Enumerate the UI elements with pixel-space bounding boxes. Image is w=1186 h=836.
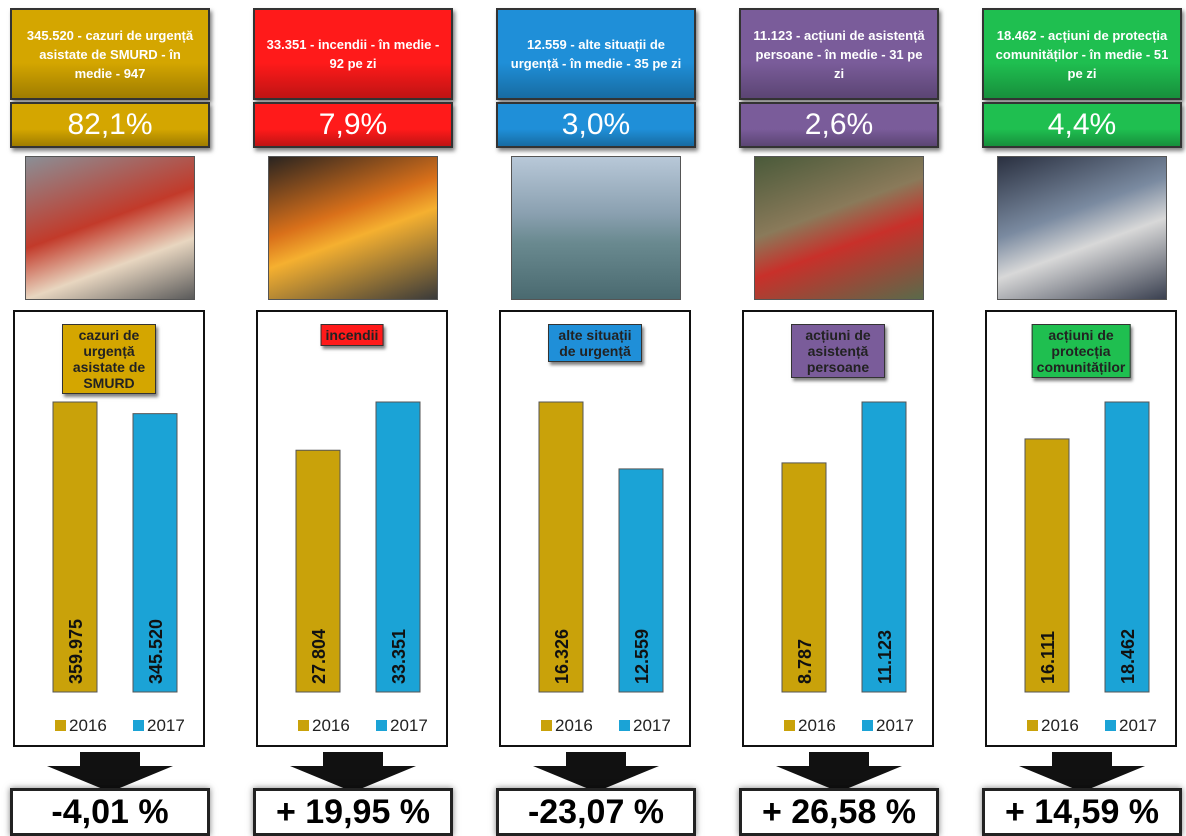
- chart: 27.804 2016 33.351 2017: [258, 312, 446, 745]
- arrow: [774, 752, 904, 792]
- photo: [997, 156, 1167, 300]
- share-box: 4,4%: [982, 102, 1182, 148]
- arrow-shape: [776, 752, 902, 792]
- change-box: -4,01 %: [10, 788, 210, 836]
- legend-label: 2016: [69, 716, 107, 735]
- arrow-shape: [47, 752, 173, 792]
- legend-label: 2017: [876, 716, 914, 735]
- legend-label: 2017: [1119, 716, 1157, 735]
- bar-value-label: 11.123: [875, 630, 895, 684]
- bar-value-label: 345.520: [146, 619, 166, 684]
- legend-swatch: [376, 720, 387, 731]
- arrow: [531, 752, 661, 792]
- arrow-shape: [290, 752, 416, 792]
- change-box: + 19,95 %: [253, 788, 453, 836]
- legend-swatch: [1105, 720, 1116, 731]
- legend-swatch: [862, 720, 873, 731]
- legend-swatch: [541, 720, 552, 731]
- legend-label: 2017: [633, 716, 671, 735]
- chart-panel: 359.975 2016 345.520 2017 cazuri de urgență …: [13, 310, 205, 747]
- legend-label: 2017: [147, 716, 185, 735]
- legend-label: 2016: [798, 716, 836, 735]
- share-box: 7,9%: [253, 102, 453, 148]
- arrow-shape: [1019, 752, 1145, 792]
- photo: [25, 156, 195, 300]
- chart: 16.326 2016 12.559 2017: [501, 312, 689, 745]
- change-box: + 26,58 %: [739, 788, 939, 836]
- chart-panel: 16.111 2016 18.462 2017 acțiuni de protecția…: [985, 310, 1177, 747]
- arrow: [288, 752, 418, 792]
- photo: [511, 156, 681, 300]
- chart-panel: 27.804 2016 33.351 2017 incendii: [256, 310, 448, 747]
- bar-value-label: 16.326: [552, 629, 572, 684]
- legend-label: 2016: [1041, 716, 1079, 735]
- legend-label: 2017: [390, 716, 428, 735]
- change-box: + 14,59 %: [982, 788, 1182, 836]
- bar-value-label: 27.804: [309, 629, 329, 684]
- header-box: 11.123 - acțiuni de asistență persoane -…: [739, 8, 939, 100]
- infographic: 345.520 - cazuri de urgență asistate de …: [0, 0, 1186, 836]
- bar-value-label: 12.559: [632, 629, 652, 684]
- chart-title: acțiuni de asistență persoane: [791, 324, 885, 378]
- legend-swatch: [298, 720, 309, 731]
- photo: [754, 156, 924, 300]
- arrow: [1017, 752, 1147, 792]
- chart-title: alte situații de urgență: [548, 324, 642, 362]
- change-box: -23,07 %: [496, 788, 696, 836]
- chart-title: acțiuni de protecția comunităților: [1032, 324, 1131, 378]
- photo: [268, 156, 438, 300]
- bar-value-label: 18.462: [1118, 629, 1138, 684]
- header-box: 345.520 - cazuri de urgență asistate de …: [10, 8, 210, 100]
- bar-value-label: 33.351: [389, 629, 409, 684]
- arrow-shape: [533, 752, 659, 792]
- legend-swatch: [55, 720, 66, 731]
- share-box: 2,6%: [739, 102, 939, 148]
- share-box: 3,0%: [496, 102, 696, 148]
- chart-panel: 8.787 2016 11.123 2017 acțiuni de asistență …: [742, 310, 934, 747]
- legend-swatch: [1027, 720, 1038, 731]
- legend-label: 2016: [312, 716, 350, 735]
- legend-label: 2016: [555, 716, 593, 735]
- legend-swatch: [133, 720, 144, 731]
- header-box: 12.559 - alte situații de urgență - în m…: [496, 8, 696, 100]
- header-box: 18.462 - acțiuni de protecția comunități…: [982, 8, 1182, 100]
- bar-value-label: 16.111: [1038, 631, 1058, 684]
- chart-panel: 16.326 2016 12.559 2017 alte situații de urg…: [499, 310, 691, 747]
- bar-value-label: 359.975: [66, 619, 86, 684]
- legend-swatch: [784, 720, 795, 731]
- header-box: 33.351 - incendii - în medie - 92 pe zi: [253, 8, 453, 100]
- bar-value-label: 8.787: [795, 639, 815, 684]
- legend-swatch: [619, 720, 630, 731]
- chart-title: cazuri de urgență asistate de SMURD: [62, 324, 156, 394]
- chart-title: incendii: [321, 324, 384, 346]
- arrow: [45, 752, 175, 792]
- share-box: 82,1%: [10, 102, 210, 148]
